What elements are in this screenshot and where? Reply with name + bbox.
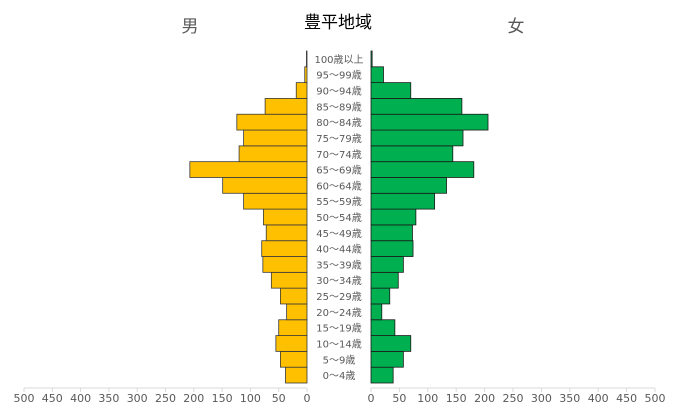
male-axis-tick-label: 0 <box>304 392 311 405</box>
age-group-label: 60～64歳 <box>316 180 361 192</box>
female-axis: 0 50 100 150 200 250 300 350 400 450 500 <box>368 387 666 405</box>
male-bar <box>306 50 308 68</box>
female-bar <box>370 113 489 131</box>
female-bar <box>370 50 373 68</box>
age-group-label: 10～14歳 <box>316 338 361 350</box>
male-bar <box>222 177 308 194</box>
female-bar <box>370 287 391 305</box>
female-bar <box>370 66 384 84</box>
age-group-label: 50～54歳 <box>316 212 361 224</box>
male-axis-tick-label: 200 <box>183 392 204 405</box>
male-axis-tick-label: 400 <box>70 392 91 405</box>
female-bar <box>370 208 417 226</box>
male-axis: 500 450 400 350 300 250 200 150 100 50 0 <box>14 387 311 405</box>
male-bar <box>243 129 308 147</box>
female-bar <box>370 319 396 336</box>
male-bar <box>278 319 308 336</box>
female-bars <box>370 50 489 384</box>
age-group-label: 90～94歳 <box>316 86 361 98</box>
male-side-label: 男 <box>182 17 199 37</box>
age-group-label: 25～29歳 <box>316 291 361 303</box>
male-axis-tick-label: 350 <box>98 392 119 405</box>
female-axis-tick-label: 400 <box>588 392 609 405</box>
male-bar <box>279 287 308 305</box>
female-bar <box>370 98 463 115</box>
male-bar <box>275 335 308 352</box>
chart-title: 豊平地域 <box>304 13 372 33</box>
age-group-label: 40～44歳 <box>316 244 361 256</box>
male-bar <box>263 208 308 226</box>
female-bar <box>370 192 436 210</box>
male-bar <box>264 98 308 115</box>
female-side-label: 女 <box>508 17 525 37</box>
age-group-label: 45～49歳 <box>316 228 361 240</box>
female-bar <box>370 145 454 163</box>
male-axis-tick-label: 500 <box>14 392 35 405</box>
female-axis-tick-label: 300 <box>531 392 552 405</box>
age-labels: 0～4歳 5～9歳 10～14歳 15～19歳 20～24歳 25～29歳 30～34歳 35… <box>314 54 363 382</box>
female-axis-tick-label: 350 <box>559 392 580 405</box>
female-bar <box>370 350 404 368</box>
male-bar <box>189 161 308 178</box>
age-group-label: 85～89歳 <box>316 101 361 113</box>
female-bar <box>370 177 447 194</box>
male-axis-tick-label: 450 <box>42 392 63 405</box>
female-bar <box>370 161 475 178</box>
male-axis-tick-label: 300 <box>127 392 148 405</box>
female-bar <box>370 240 414 257</box>
female-bar <box>370 82 412 99</box>
female-bar <box>370 129 464 147</box>
female-bar <box>370 271 399 289</box>
male-bar <box>270 271 308 289</box>
female-bar <box>370 256 404 273</box>
female-bar <box>370 366 394 384</box>
female-bar <box>370 335 412 352</box>
age-group-label: 35～39歳 <box>316 259 361 271</box>
female-axis-tick-label: 100 <box>417 392 438 405</box>
male-bar <box>236 113 308 131</box>
female-axis-tick-label: 500 <box>645 392 666 405</box>
age-group-label: 65～69歳 <box>316 165 361 177</box>
age-group-label: 15～19歳 <box>316 323 361 335</box>
age-group-label: 5～9歳 <box>323 354 356 366</box>
female-axis-tick-label: 0 <box>368 392 375 405</box>
male-bar <box>261 240 308 257</box>
male-bar <box>295 82 308 99</box>
female-axis-tick-label: 450 <box>616 392 637 405</box>
age-group-label: 30～34歳 <box>316 275 361 287</box>
male-bar <box>286 303 308 321</box>
male-bar <box>285 366 308 384</box>
female-axis-tick-label: 150 <box>446 392 467 405</box>
age-group-label: 0～4歳 <box>323 370 356 382</box>
male-axis-tick-label: 50 <box>272 392 286 405</box>
female-axis-tick-label: 50 <box>392 392 406 405</box>
male-bars <box>189 50 308 384</box>
male-axis-tick-label: 250 <box>155 392 176 405</box>
age-group-label: 20～24歳 <box>316 307 361 319</box>
female-bar <box>370 224 413 242</box>
male-axis-tick-label: 150 <box>212 392 233 405</box>
male-axis-tick-label: 100 <box>240 392 261 405</box>
age-group-label: 75～79歳 <box>316 133 361 145</box>
age-group-label: 80～84歳 <box>316 117 361 129</box>
age-group-label: 70～74歳 <box>316 149 361 161</box>
male-bar <box>265 224 308 242</box>
age-group-label: 95～99歳 <box>316 70 361 82</box>
male-bar <box>262 256 308 273</box>
male-bar <box>243 192 308 210</box>
male-bar <box>304 66 308 84</box>
male-bar <box>279 350 308 368</box>
female-bar <box>370 303 383 321</box>
female-axis-tick-label: 250 <box>503 392 524 405</box>
age-group-label: 100歳以上 <box>314 54 363 66</box>
age-group-label: 55～59歳 <box>316 196 361 208</box>
male-bar <box>238 145 308 163</box>
female-axis-tick-label: 200 <box>474 392 495 405</box>
